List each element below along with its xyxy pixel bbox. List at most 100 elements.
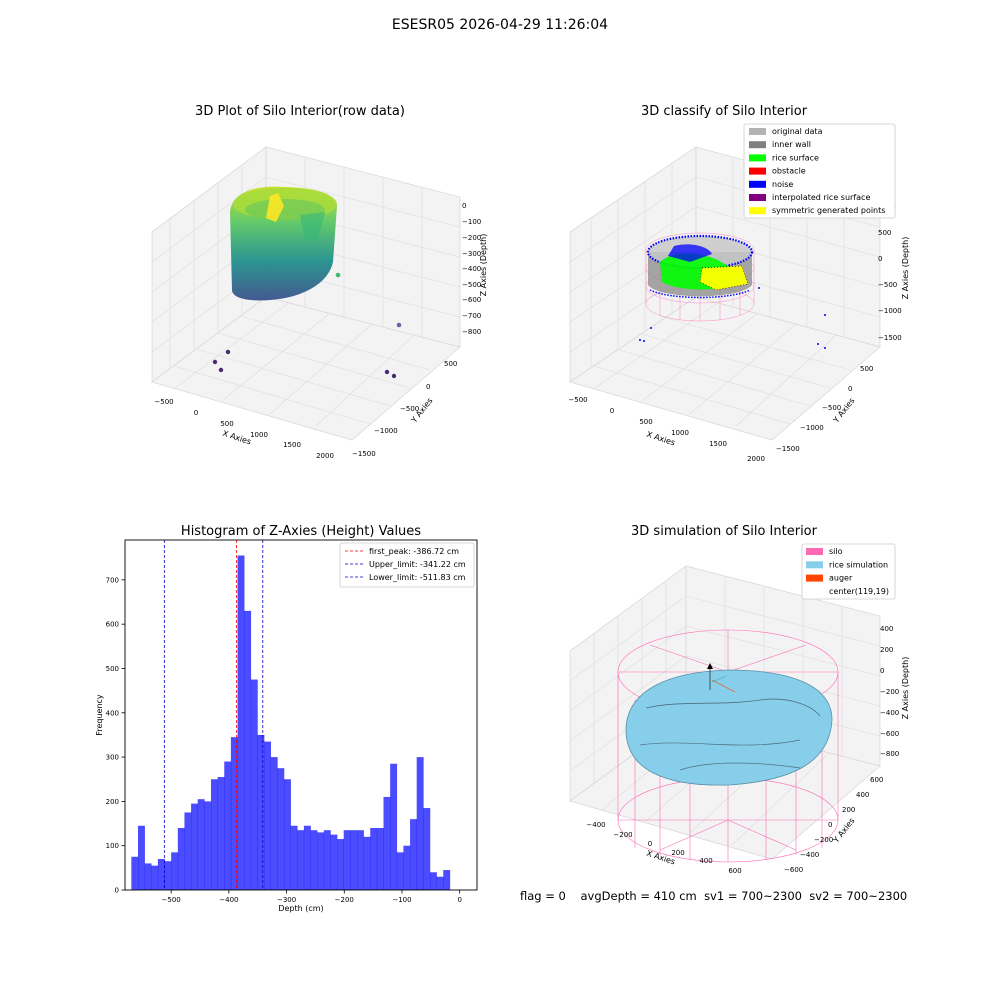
p2-x-tick: 2000 (747, 455, 765, 463)
histogram-bar (171, 852, 179, 890)
histogram-bar (197, 799, 205, 890)
histogram-bar (191, 803, 199, 890)
histogram-bar (416, 757, 424, 890)
p2-z-tick: −1000 (878, 307, 902, 315)
p2-y-ticks: 500 0 −500 −1000 −1500 (776, 365, 873, 453)
histogram-x-tick-label: −500 (162, 896, 181, 904)
p4-title: 3D simulation of Silo Interior (631, 524, 817, 539)
p4-legend: silo rice simulation auger center(119,19) (801, 543, 896, 600)
histogram-bar (303, 825, 311, 890)
p1-z-tick: 0 (462, 202, 466, 210)
histogram-x-tick-label: −300 (277, 896, 296, 904)
histogram-bar (157, 858, 165, 890)
p4-y-tick: 400 (856, 791, 869, 799)
histogram-bar (317, 832, 325, 890)
p1-x-tick: 1500 (283, 441, 301, 449)
histogram-bar (390, 763, 398, 890)
histogram-x-tick-label: −100 (392, 896, 411, 904)
p1-zlabel: Z Axies (Depth) (479, 234, 488, 297)
histogram-bar (177, 827, 185, 890)
histogram-bar (429, 872, 437, 890)
p1-y-tick: 500 (444, 360, 457, 368)
p1-title: 3D Plot of Silo Interior(row data) (195, 104, 405, 119)
p4-z-ticks: 400 200 0 −200 −400 −600 −800 (880, 625, 899, 758)
legend-label: rice simulation (829, 560, 888, 569)
legend-swatch (806, 548, 823, 555)
histogram-bar (137, 825, 145, 890)
p4-x-tick: −200 (613, 831, 632, 839)
p2-classified-points (639, 234, 826, 349)
histogram-xlabel: Depth (cm) (278, 904, 323, 913)
p1-silo-point-cloud (230, 186, 337, 301)
status-flag: flag = 0 (520, 889, 566, 903)
p4-x-tick: 600 (728, 867, 741, 875)
p2-z-tick: 500 (878, 229, 891, 237)
status-sv2: sv2 = 700~2300 (809, 889, 908, 903)
histogram-y-ticks: 0 100 200 300 400 500 600 700 (106, 576, 125, 895)
histogram-bar (250, 679, 258, 890)
histogram-y-tick-label: 400 (106, 709, 119, 717)
histogram-bar (290, 825, 298, 890)
histogram-bar (237, 555, 245, 890)
figure-title: ESESR05 2026-04-29 11:26:04 (391, 17, 609, 33)
p1-y-ticks: 500 0 −500 −1000 −1500 (352, 360, 457, 458)
p4-ylabel: Y Axies (831, 816, 857, 845)
p2-z-ticks: 1000 500 0 −500 −1000 −1500 (878, 202, 902, 342)
legend-swatch (749, 128, 766, 135)
p1-xlabel: X Axies (221, 429, 252, 447)
histogram-y-tick-label: 600 (106, 621, 119, 629)
p4-z-tick: 0 (880, 667, 884, 675)
histogram-bar (370, 827, 378, 890)
p4-x-ticks: −400 −200 0 200 400 600 (586, 821, 741, 875)
p2-x-tick: −500 (568, 396, 587, 404)
histogram-bar (144, 863, 152, 890)
histogram-bar (403, 845, 411, 890)
legend-swatch (749, 207, 766, 215)
histogram-ylabel: Frequency (95, 694, 104, 736)
p1-z-tick: −100 (462, 218, 481, 226)
legend-swatch (749, 141, 766, 149)
p1-y-tick: −1000 (374, 427, 398, 435)
histogram-y-tick-label: 100 (106, 842, 119, 850)
p2-title: 3D classify of Silo Interior (640, 104, 808, 119)
p2-legend-box (743, 123, 896, 219)
legend-swatch (749, 167, 766, 175)
histogram-bar (423, 808, 431, 890)
p2-x-tick: 1500 (709, 440, 727, 448)
p2-z-tick: 0 (878, 255, 882, 263)
histogram-legend-label: first_peak: -386.72 cm (369, 547, 459, 556)
status-line: flag = 0 avgDepth = 410 cm sv1 = 700~230… (520, 889, 907, 903)
histogram-x-tick-label: −200 (335, 896, 354, 904)
p1-outlier-points (212, 272, 402, 379)
legend-label: auger (829, 574, 853, 583)
p2-z-tick: −500 (878, 281, 897, 289)
legend-label: interpolated rice surface (772, 193, 870, 202)
p4-y-tick: 0 (828, 821, 832, 829)
raw-data-3d-panel (151, 146, 461, 441)
histogram-bar (350, 830, 358, 890)
p1-x-tick: 500 (220, 420, 233, 428)
histogram-vlines (163, 540, 264, 890)
legend-swatch (806, 574, 823, 582)
legend-label: center(119,19) (829, 587, 889, 596)
histogram-bar (323, 830, 331, 890)
histogram-bar (310, 830, 318, 890)
histogram-bar (184, 812, 192, 890)
histogram-bar (264, 741, 272, 890)
p1-z-tick: −700 (462, 312, 481, 320)
histogram-bar (330, 834, 338, 890)
p4-y-tick: 600 (870, 776, 883, 784)
p2-y-tick: −1000 (800, 424, 824, 432)
histogram-bar (151, 865, 159, 890)
legend-swatch (749, 154, 766, 162)
histogram-bar (297, 830, 305, 890)
histogram-y-tick-label: 200 (106, 798, 119, 806)
p4-y-tick: −400 (800, 851, 819, 859)
histogram-x-tick-label: 0 (457, 896, 461, 904)
p4-zlabel: Z Axies (Depth) (901, 657, 910, 720)
p2-x-tick: 500 (639, 418, 652, 426)
histogram-bar (244, 610, 252, 890)
p4-rice-surface (625, 669, 833, 786)
p4-x-tick: 0 (648, 840, 652, 848)
